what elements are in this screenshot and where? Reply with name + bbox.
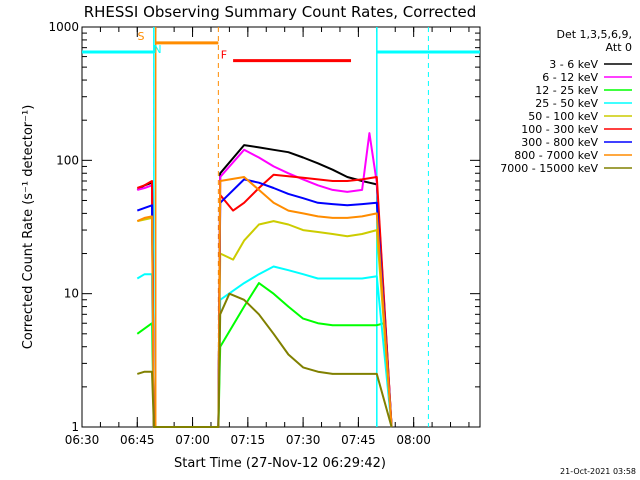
legend-label: 50 - 100 keV <box>528 110 598 123</box>
x-tick-label: 07:45 <box>341 433 376 447</box>
series-line <box>136 265 393 428</box>
series-lines <box>136 132 393 428</box>
legend-label: 25 - 50 keV <box>535 97 598 110</box>
y-tick-label: 100 <box>56 153 79 167</box>
flag-label-S: S <box>137 30 144 43</box>
series-line <box>136 176 393 428</box>
x-tick-label: 06:45 <box>120 433 155 447</box>
series-line <box>136 173 393 428</box>
x-tick-label: 07:30 <box>286 433 321 447</box>
x-tick-label: 07:15 <box>231 433 266 447</box>
legend-label: 3 - 6 keV <box>549 58 598 71</box>
y-tick-label: 10 <box>64 287 79 301</box>
legend-label: 6 - 12 keV <box>542 71 598 84</box>
flag-bars: SN F <box>82 27 480 427</box>
y-axis-label: Corrected Count Rate (s⁻¹ detector⁻¹) <box>21 105 36 350</box>
x-tick-label: 08:00 <box>396 433 431 447</box>
legend-label: 800 - 7000 keV <box>514 149 598 162</box>
legend-label: 100 - 300 keV <box>521 123 598 136</box>
y-tick-label: 1000 <box>48 20 79 34</box>
legend-label: 7000 - 15000 keV <box>500 162 598 175</box>
legend-header: Att 0 <box>606 41 632 54</box>
flag-label-F: F <box>221 49 227 62</box>
series-line <box>137 292 393 428</box>
x-axis-label: Start Time (27-Nov-12 06:29:42) <box>174 456 386 471</box>
legend-label: 12 - 25 keV <box>535 84 598 97</box>
y-tick-label: 1 <box>71 420 79 434</box>
x-tick-label: 07:00 <box>175 433 210 447</box>
footer-date: 21-Oct-2021 03:58 <box>560 467 636 476</box>
x-axis: 06:30 06:45 07:00 07:15 07:30 07:45 08:00 <box>65 27 470 447</box>
chart-title: RHESSI Observing Summary Count Rates, Co… <box>84 3 477 21</box>
flag-label-N: N <box>153 43 161 56</box>
x-tick-label: 06:30 <box>65 433 100 447</box>
plot-frame <box>81 26 481 428</box>
series-line <box>137 132 393 428</box>
series-line <box>136 282 393 428</box>
y-axis: 1 10 100 1000 <box>48 20 480 434</box>
legend-header: Det 1,3,5,6,9, <box>556 28 632 41</box>
legend-label: 300 - 800 keV <box>521 136 598 149</box>
